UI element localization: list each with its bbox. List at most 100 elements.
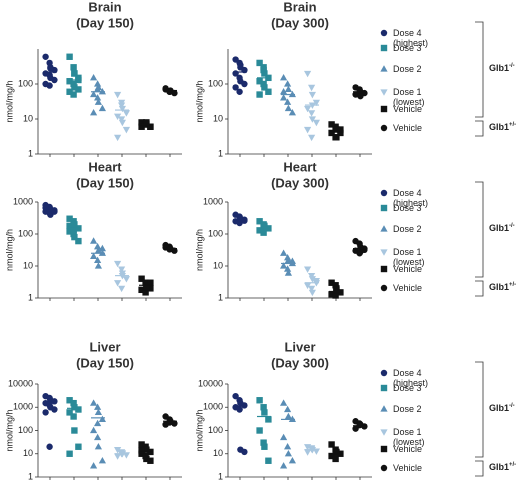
data-point	[114, 447, 122, 454]
data-point	[98, 104, 106, 112]
data-point	[98, 244, 106, 252]
data-point	[328, 452, 335, 460]
data-point	[138, 119, 145, 126]
legend-marker	[380, 225, 388, 232]
legend-label: Vehicle	[393, 444, 423, 454]
data-point	[70, 399, 77, 407]
bracket	[475, 460, 484, 477]
data-point	[288, 456, 296, 464]
data-point	[308, 110, 316, 117]
data-point	[66, 450, 73, 457]
data-point	[94, 403, 102, 410]
bracket	[475, 120, 484, 137]
data-point	[90, 90, 98, 98]
y-tick-label: 10	[23, 260, 33, 270]
data-point	[308, 276, 316, 283]
y-tick-label: 10	[23, 448, 33, 458]
legend-marker	[380, 44, 388, 52]
legend-label: Vehicle	[393, 463, 423, 473]
data-point	[147, 285, 154, 292]
data-point	[171, 89, 178, 97]
legend-label: Dose 1 (lowest)	[393, 247, 425, 267]
genotype-label: Glb1+/-	[489, 122, 516, 132]
legend-marker	[380, 124, 388, 132]
data-point	[328, 291, 335, 298]
data-point	[75, 443, 82, 450]
data-point	[304, 70, 312, 78]
data-point	[47, 65, 54, 72]
data-point	[256, 218, 263, 225]
data-point	[94, 262, 102, 269]
data-point	[70, 413, 77, 420]
y-axis-label: nmol/mg/h	[4, 229, 14, 271]
data-point	[51, 208, 58, 215]
data-point	[260, 66, 267, 74]
data-point	[328, 279, 335, 286]
data-point	[256, 397, 263, 404]
data-point	[284, 104, 292, 112]
data-point	[265, 457, 272, 464]
data-point	[241, 402, 248, 409]
data-point	[70, 64, 77, 71]
data-point	[90, 109, 98, 116]
data-point	[75, 86, 82, 93]
data-point	[280, 249, 288, 256]
y-tick-label: 100	[208, 425, 223, 435]
legend-marker	[380, 65, 388, 72]
genotype-superscript: -/-	[509, 62, 515, 69]
data-point	[280, 433, 288, 441]
data-point	[256, 427, 263, 434]
data-point	[304, 105, 312, 113]
data-point	[352, 91, 359, 98]
data-point	[260, 439, 267, 446]
legend-marker	[380, 384, 388, 392]
genotype-name: Glb1	[489, 402, 510, 413]
legend-label: Vehicle	[393, 283, 423, 293]
data-point	[312, 119, 320, 127]
legend-label: Dose 3	[393, 383, 422, 393]
genotype-name: Glb1	[489, 62, 510, 73]
genotype-superscript: +/-	[509, 281, 517, 288]
data-point	[98, 456, 106, 464]
legend-label: Vehicle	[393, 264, 423, 274]
chart-subtitle: (Day 300)	[271, 15, 329, 30]
data-point	[114, 280, 122, 287]
y-tick-label: 10000	[8, 378, 33, 388]
data-point	[166, 246, 173, 253]
bracket	[475, 361, 484, 458]
legend-label: Vehicle	[393, 123, 423, 133]
data-point	[284, 442, 292, 450]
legend-label: Dose 2	[393, 404, 422, 414]
data-point	[308, 285, 316, 293]
data-point	[328, 441, 335, 448]
data-point	[280, 74, 288, 81]
y-tick-label: 1000	[13, 402, 33, 412]
data-point	[66, 397, 73, 404]
data-point	[114, 260, 122, 268]
legend-label: Dose 4 (highest)	[393, 368, 429, 388]
data-point	[138, 286, 145, 294]
legend-label: Dose 4 (highest)	[393, 188, 429, 208]
data-point	[284, 85, 292, 93]
data-point	[138, 441, 145, 448]
legend-label: Dose 2	[393, 224, 422, 234]
data-point	[232, 84, 239, 91]
data-point	[328, 129, 335, 137]
chart-subtitle: (Day 150)	[76, 355, 134, 370]
legend-label: Vehicle	[393, 104, 423, 114]
legend-marker	[380, 429, 388, 436]
data-point	[260, 80, 267, 88]
data-point	[284, 449, 292, 457]
data-point	[166, 88, 173, 95]
y-axis-label: nmol/mg/h	[194, 409, 204, 451]
y-tick-label: 1	[28, 292, 33, 302]
data-point	[333, 449, 340, 456]
data-point	[333, 286, 340, 294]
data-point	[280, 87, 288, 95]
data-point	[66, 78, 73, 85]
data-point	[98, 87, 106, 95]
y-tick-label: 10	[213, 260, 223, 270]
data-point	[66, 215, 73, 222]
genotype-label: Glb1-/-	[489, 403, 515, 413]
data-point	[284, 269, 292, 276]
